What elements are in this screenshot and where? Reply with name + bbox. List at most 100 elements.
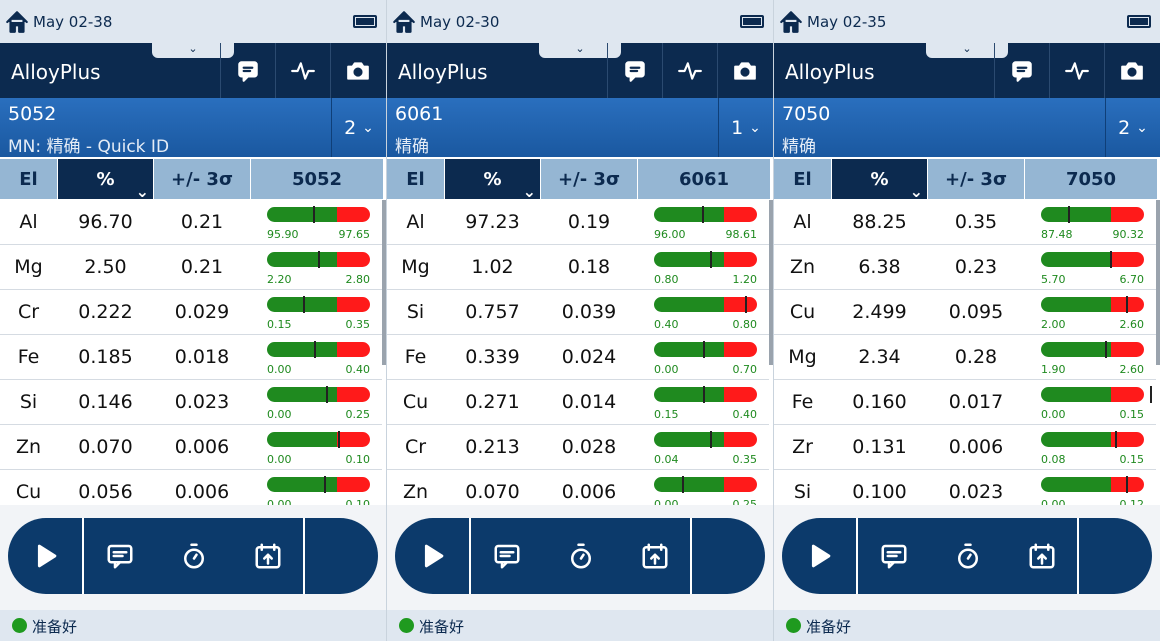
icon (6, 11, 28, 33)
control-button[interactable] (1005, 518, 1078, 594)
toolbar-button[interactable] (330, 43, 385, 98)
chevron: ⌄ (362, 119, 374, 136)
uncertainty: 0.095 (948, 301, 1004, 323)
element: Al (406, 211, 425, 233)
grade-gauge (654, 206, 757, 223)
column-header[interactable]: +/- 3σ (541, 159, 637, 199)
spec-max: 2.60 (1119, 363, 1145, 376)
gauge-marker (326, 386, 329, 403)
dropdown-tab[interactable]: ⌄ (926, 43, 1008, 58)
column-title: % (870, 168, 889, 190)
column-header[interactable]: % ⌄ (832, 159, 927, 201)
grade-gauge (1041, 476, 1144, 493)
control-button[interactable] (8, 518, 82, 594)
percent: 0.185 (78, 346, 133, 368)
spec-min: 5.70 (1041, 273, 1066, 286)
uncertainty: 0.017 (948, 391, 1004, 413)
toolbar-button[interactable] (1049, 43, 1104, 98)
uncertainty: 0.006 (174, 436, 230, 458)
spec-min: 96.00 (654, 228, 686, 241)
toolbar-button[interactable] (994, 43, 1049, 98)
column-header[interactable]: El (387, 159, 444, 199)
icon (1121, 61, 1143, 80)
gauge-marker (710, 431, 713, 448)
panel: May 02-38 ⌄ AlloyPlus 5052 MN: 精确 - Quick ID… (0, 0, 386, 641)
element: Cu (402, 391, 429, 413)
column-header[interactable]: El (0, 159, 57, 199)
analysis-mode: 精确 (395, 137, 429, 157)
element: Fe (404, 346, 427, 368)
uncertainty: 0.006 (174, 481, 230, 503)
spec-max: 0.12 (1119, 498, 1145, 505)
grade-gauge (654, 476, 757, 493)
match-selector[interactable]: 2 ⌄ (1105, 98, 1160, 157)
control-button[interactable] (931, 518, 1005, 594)
percent: 0.146 (78, 391, 133, 413)
column-header[interactable]: El (774, 159, 831, 199)
icon (881, 544, 907, 569)
status-bar: May 02-38 (0, 0, 386, 43)
percent: 96.70 (78, 211, 133, 233)
spec-max: 2.80 (345, 273, 371, 286)
percent: 2.34 (858, 346, 901, 368)
percent: 2.499 (852, 301, 907, 323)
element: Zn (15, 436, 42, 458)
control-button[interactable] (395, 518, 469, 594)
dropdown-tab[interactable]: ⌄ (152, 43, 234, 58)
control-button[interactable] (83, 518, 157, 594)
column-header[interactable]: +/- 3σ (928, 159, 1024, 199)
toolbar-button[interactable] (220, 43, 275, 98)
spec-max: 90.32 (1112, 228, 1145, 241)
column-header[interactable]: % ⌄ (445, 159, 540, 201)
alloy-bar: 6061 精确 1 ⌄ (387, 98, 773, 157)
analysis-mode: 精确 (782, 137, 816, 157)
toolbar-button[interactable] (275, 43, 330, 98)
control-button[interactable] (782, 518, 856, 594)
control-button[interactable] (231, 518, 304, 594)
table-row: Al 97.23 0.19 96.00 98.61 (387, 200, 769, 245)
match-selector[interactable]: 2 ⌄ (331, 98, 386, 157)
status-text: 准备好 (419, 618, 465, 636)
toolbar-button[interactable] (662, 43, 717, 98)
toolbar-button[interactable] (717, 43, 772, 98)
ready-indicator (786, 618, 801, 633)
home-icon (4, 9, 30, 35)
grade-gauge (654, 251, 757, 268)
element: Cr (404, 436, 427, 458)
match-selector[interactable]: 1 ⌄ (718, 98, 773, 157)
column-header[interactable]: % ⌄ (58, 159, 153, 201)
toolbar-button[interactable] (607, 43, 662, 98)
element: Cr (17, 301, 40, 323)
spec-max: 2.60 (1119, 318, 1145, 331)
uncertainty: 0.35 (954, 211, 998, 233)
dropdown-tab[interactable]: ⌄ (539, 43, 621, 58)
control-button[interactable] (857, 518, 931, 594)
divider (82, 518, 84, 594)
icon (424, 544, 444, 568)
control-button[interactable] (470, 518, 544, 594)
status-bar: May 02-35 (774, 0, 1160, 43)
toolbar-button[interactable] (1104, 43, 1159, 98)
grade-gauge (1041, 296, 1144, 313)
gauge-marker (1067, 206, 1070, 223)
control-button[interactable] (157, 518, 231, 594)
icon (255, 543, 280, 569)
icon (958, 543, 978, 569)
grade-gauge (267, 296, 370, 313)
column-header[interactable]: +/- 3σ (154, 159, 250, 199)
table-header: El% ⌄ +/- 3σ 5052 (0, 157, 386, 201)
control-button[interactable] (544, 518, 618, 594)
spec-max: 0.25 (345, 408, 371, 421)
uncertainty: 0.21 (180, 256, 224, 278)
element: Si (406, 301, 425, 323)
uncertainty: 0.023 (174, 391, 230, 413)
icon (494, 544, 520, 569)
gauge-marker (1125, 476, 1128, 493)
grade-gauge (1041, 431, 1144, 448)
match-count: 1 (731, 116, 744, 139)
spec-min: 0.00 (267, 408, 292, 421)
control-button[interactable] (618, 518, 691, 594)
table-row: Zn 0.070 0.006 0.00 0.25 (387, 470, 769, 505)
date: May 02-35 (807, 13, 887, 31)
